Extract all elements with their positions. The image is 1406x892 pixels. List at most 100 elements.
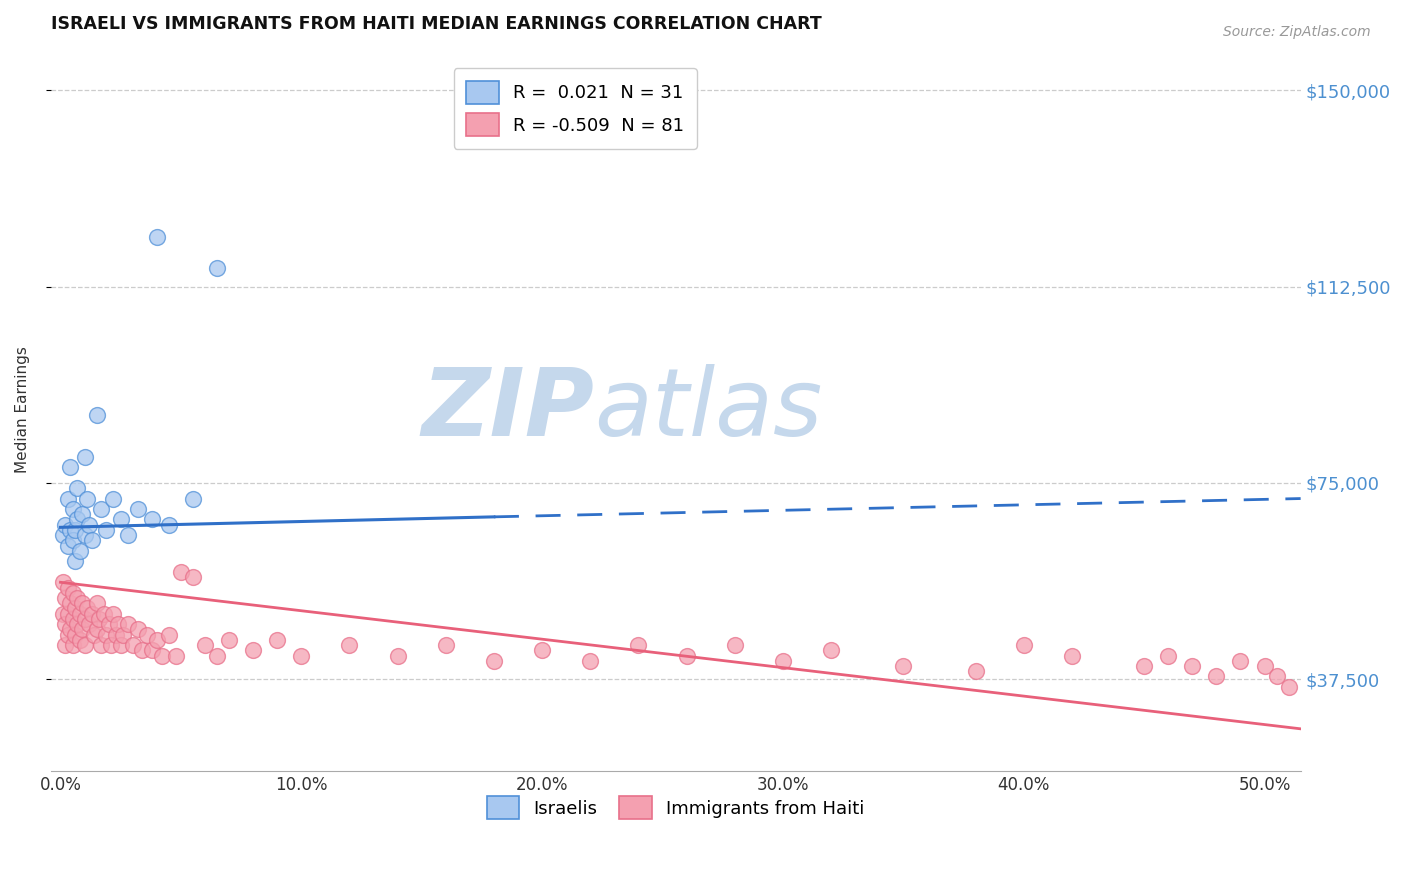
Point	[66, 591, 89, 605]
Point	[90, 638, 112, 652]
Point	[73, 638, 96, 652]
Point	[62, 533, 84, 548]
Point	[1157, 648, 1180, 663]
Point	[891, 659, 914, 673]
Point	[482, 654, 505, 668]
Point	[59, 460, 82, 475]
Point	[90, 502, 112, 516]
Point	[146, 632, 169, 647]
Point	[675, 648, 697, 663]
Point	[820, 643, 842, 657]
Point	[181, 491, 204, 506]
Point	[1205, 669, 1227, 683]
Text: ZIP: ZIP	[422, 364, 595, 456]
Point	[1181, 659, 1204, 673]
Y-axis label: Median Earnings: Median Earnings	[15, 346, 30, 473]
Point	[127, 623, 149, 637]
Point	[62, 502, 84, 516]
Point	[194, 638, 217, 652]
Text: ISRAELI VS IMMIGRANTS FROM HAITI MEDIAN EARNINGS CORRELATION CHART: ISRAELI VS IMMIGRANTS FROM HAITI MEDIAN …	[51, 15, 821, 33]
Point	[66, 617, 89, 632]
Point	[1060, 648, 1083, 663]
Point	[66, 481, 89, 495]
Point	[53, 517, 76, 532]
Point	[83, 627, 105, 641]
Point	[59, 623, 82, 637]
Point	[103, 607, 125, 621]
Point	[1012, 638, 1035, 652]
Point	[79, 517, 101, 532]
Point	[1229, 654, 1251, 668]
Point	[170, 565, 193, 579]
Point	[63, 523, 86, 537]
Point	[70, 596, 93, 610]
Legend: Israelis, Immigrants from Haiti: Israelis, Immigrants from Haiti	[479, 789, 872, 827]
Point	[63, 627, 86, 641]
Point	[52, 607, 75, 621]
Point	[52, 528, 75, 542]
Point	[387, 648, 409, 663]
Point	[69, 632, 91, 647]
Point	[59, 596, 82, 610]
Point	[79, 617, 101, 632]
Point	[70, 623, 93, 637]
Text: Source: ZipAtlas.com: Source: ZipAtlas.com	[1223, 25, 1371, 39]
Point	[80, 607, 103, 621]
Point	[76, 491, 98, 506]
Point	[1265, 669, 1288, 683]
Point	[87, 612, 110, 626]
Point	[141, 512, 163, 526]
Point	[62, 638, 84, 652]
Point	[181, 570, 204, 584]
Point	[205, 261, 228, 276]
Point	[62, 612, 84, 626]
Point	[86, 408, 108, 422]
Point	[63, 554, 86, 568]
Point	[66, 512, 89, 526]
Point	[69, 544, 91, 558]
Text: atlas: atlas	[595, 364, 823, 455]
Point	[73, 612, 96, 626]
Point	[290, 648, 312, 663]
Point	[141, 643, 163, 657]
Point	[136, 627, 159, 641]
Point	[157, 517, 180, 532]
Point	[117, 617, 139, 632]
Point	[53, 617, 76, 632]
Point	[110, 638, 132, 652]
Point	[93, 607, 115, 621]
Point	[107, 617, 129, 632]
Point	[76, 601, 98, 615]
Point	[218, 632, 240, 647]
Point	[146, 230, 169, 244]
Point	[965, 665, 987, 679]
Point	[531, 643, 554, 657]
Point	[96, 627, 118, 641]
Point	[579, 654, 602, 668]
Point	[69, 607, 91, 621]
Point	[86, 596, 108, 610]
Point	[73, 450, 96, 464]
Point	[150, 648, 173, 663]
Point	[266, 632, 288, 647]
Point	[205, 648, 228, 663]
Point	[56, 607, 79, 621]
Point	[131, 643, 153, 657]
Point	[121, 638, 143, 652]
Point	[1133, 659, 1156, 673]
Point	[96, 523, 118, 537]
Point	[627, 638, 650, 652]
Point	[127, 502, 149, 516]
Point	[53, 638, 76, 652]
Point	[63, 601, 86, 615]
Point	[56, 581, 79, 595]
Point	[62, 586, 84, 600]
Point	[86, 623, 108, 637]
Point	[56, 627, 79, 641]
Point	[53, 591, 76, 605]
Point	[100, 638, 122, 652]
Point	[165, 648, 187, 663]
Point	[104, 627, 127, 641]
Point	[97, 617, 120, 632]
Point	[56, 491, 79, 506]
